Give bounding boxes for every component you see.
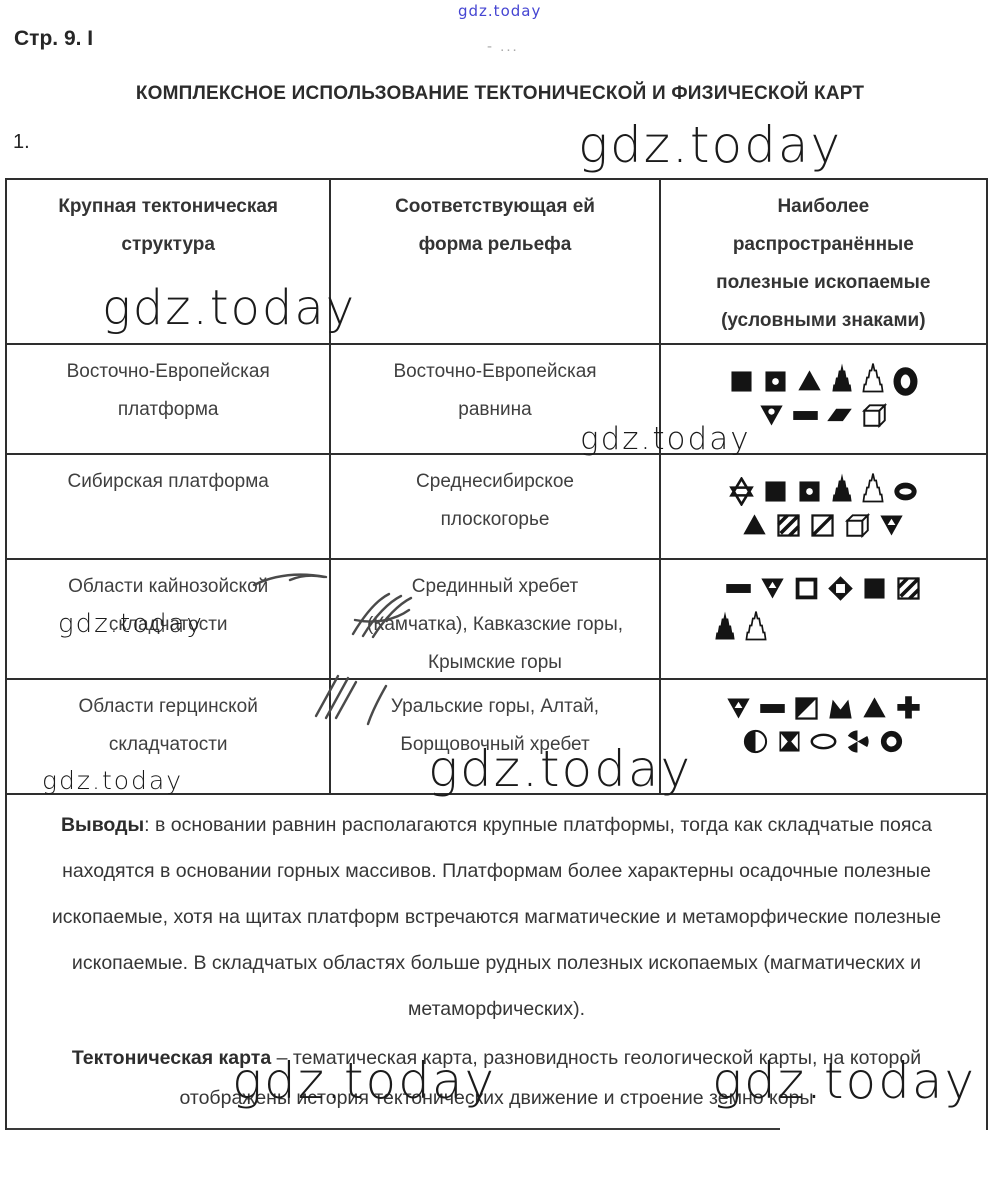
mineral-symbol-square-outline <box>795 577 818 600</box>
mineral-symbol-square-filled <box>765 481 786 502</box>
table-row: Области герцинской складчатости Уральски… <box>7 680 986 793</box>
mineral-symbols-cell <box>661 680 986 793</box>
mineral-symbol-ring-small <box>880 730 902 753</box>
cell-structure: Восточно-Европейская платформа <box>7 345 332 455</box>
mineral-symbol-triangle-down-inner <box>880 515 903 536</box>
mineral-symbol-square-filled <box>731 371 752 392</box>
table-row: Области кайнозойской складчатости Средин… <box>7 560 986 680</box>
mineral-symbol-line <box>661 510 986 540</box>
header-relief: Соответствующая ей форма рельефа <box>331 180 661 345</box>
cell-relief: Срединный хребет (Камчатка), Кавказские … <box>331 560 661 680</box>
watermark-large-top: gdz.today <box>578 116 843 174</box>
mineral-symbol-bar-filled <box>760 704 785 713</box>
cell-structure: Области герцинской складчатости <box>7 680 332 793</box>
mineral-symbol-derrick-filled <box>715 611 735 640</box>
mineral-symbol-bar-filled <box>726 584 751 593</box>
mineral-symbols-cell <box>660 560 986 680</box>
mineral-symbol-cross-plus <box>897 696 920 719</box>
mineral-symbol-triangle-down-inner <box>761 578 784 599</box>
table-header-row: Крупная тектоническая структура Соответс… <box>7 180 986 345</box>
mineral-symbol-triangle-down-dot <box>760 405 783 426</box>
mineral-symbol-ellipse-outline <box>810 733 837 750</box>
cell-structure: Области кайнозойской складчатости <box>7 560 332 680</box>
page-number-label: Стр. 9. І <box>14 27 94 50</box>
mineral-symbol-square-filled <box>864 578 885 599</box>
watermark-top-blue: gdz.today <box>458 2 542 20</box>
mineral-symbol-ellipse-slot <box>894 482 917 501</box>
definition-paragraph: Тектоническая карта – тематическая карта… <box>7 1038 986 1118</box>
mineral-symbol-square-hatched <box>777 514 801 537</box>
mineral-symbol-bar-filled <box>793 411 819 420</box>
mineral-symbol-square-bowtie <box>779 731 800 752</box>
mineral-symbols-cell <box>660 345 986 455</box>
mineral-symbol-square-dot <box>765 371 786 392</box>
mineral-symbol-line <box>661 727 986 756</box>
mineral-symbol-line <box>661 359 986 396</box>
mineral-symbol-derrick-outline <box>862 363 884 393</box>
faint-scan-marks: - ... <box>487 38 519 55</box>
notes-box: Выводы: в основании равнин располагаются… <box>5 795 988 1130</box>
mineral-symbol-square-dot <box>799 481 820 502</box>
mineral-symbol-derrick-filled <box>832 363 852 392</box>
cell-relief: Уральские горы, Алтай, Борщовочный хребе… <box>331 680 661 793</box>
mineral-symbol-cube <box>845 512 871 539</box>
cell-relief: Среднесибирское плоскогорье <box>331 455 661 560</box>
table-row: Восточно-Европейская платформа Восточно-… <box>7 345 986 455</box>
mineral-symbol-line <box>661 400 986 430</box>
conclusions-paragraph: Выводы: в основании равнин располагаются… <box>7 795 986 1032</box>
mineral-symbol-triangle-filled <box>798 370 821 391</box>
mineral-symbol-line <box>661 469 986 506</box>
mineral-symbol-square-hatched <box>897 577 920 600</box>
mineral-symbol-crown-m <box>829 699 852 719</box>
mineral-symbol-parallelogram <box>827 408 853 422</box>
conclusions-text: : в основании равнин располагаются крупн… <box>51 814 942 1020</box>
mineral-symbol-derrick-filled <box>832 473 852 502</box>
cell-structure: Сибирская платформа <box>7 455 332 560</box>
mineral-symbol-line <box>661 607 986 644</box>
mineral-symbol-circle-half <box>743 729 767 754</box>
mineral-symbol-cube <box>862 402 888 429</box>
definition-text: – тематическая карта, разновидность геол… <box>179 1047 922 1109</box>
mineral-symbol-line <box>661 574 986 603</box>
header-structure: Крупная тектоническая структура <box>7 180 332 345</box>
mineral-symbol-square-diagonal <box>811 514 834 537</box>
definition-label: Тектоническая карта <box>71 1047 272 1069</box>
mineral-symbols-cell <box>660 455 986 560</box>
page-title: КОМПЛЕКСНОЕ ИСПОЛЬЗОВАНИЕ ТЕКТОНИЧЕСКОЙ … <box>135 83 865 104</box>
mineral-symbol-triangle-filled <box>743 514 766 535</box>
mineral-symbol-square-diag-half <box>795 697 818 720</box>
task-number: 1. <box>13 131 30 153</box>
mineral-symbol-triangle-down-inner <box>727 698 750 719</box>
cell-relief: Восточно-Европейская равнина <box>331 345 661 455</box>
mineral-symbol-star6-outline <box>729 477 754 506</box>
mineral-symbol-derrick-outline <box>862 473 884 503</box>
conclusions-label: Выводы <box>60 814 145 836</box>
mineral-symbol-derrick-outline <box>745 611 767 641</box>
mineral-symbol-ring-oval <box>893 367 918 396</box>
mineral-symbol-circle-sectors <box>845 729 869 754</box>
tectonics-table: Крупная тектоническая структура Соответс… <box>5 178 988 795</box>
header-minerals: Наиболее распространённые полезные ископ… <box>660 180 986 345</box>
mineral-symbol-diamond-inner <box>828 576 853 601</box>
mineral-symbol-line <box>661 694 986 723</box>
mineral-symbol-triangle-filled <box>863 697 886 718</box>
table-row: Сибирская платформа Среднесибирское плос… <box>7 455 986 560</box>
